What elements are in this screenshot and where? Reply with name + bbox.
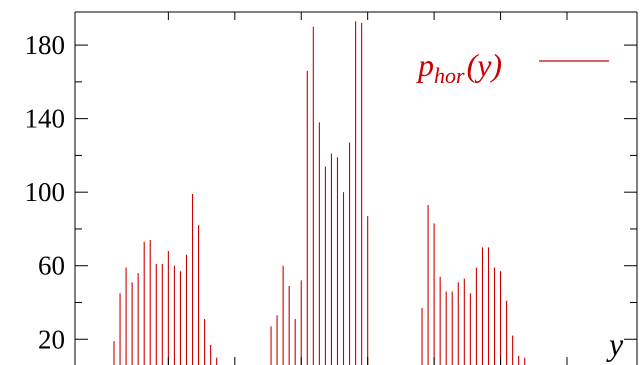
legend-label-suffix: (y) (467, 47, 503, 83)
y-tick-label: 180 (25, 30, 66, 60)
legend: phor(y) (416, 47, 609, 88)
legend-label-base: p (416, 47, 434, 83)
legend-label-subscript: hor (434, 63, 465, 88)
y-tick-labels: 20 60 100 140 180 (25, 30, 66, 354)
y-tick-label: 100 (25, 177, 66, 207)
legend-label: phor(y) (416, 47, 502, 88)
y-tick-label: 20 (38, 324, 65, 354)
y-tick-label: 140 (25, 104, 66, 134)
x-axis-label: y (606, 326, 624, 362)
y-tick-label: 60 (38, 251, 65, 281)
